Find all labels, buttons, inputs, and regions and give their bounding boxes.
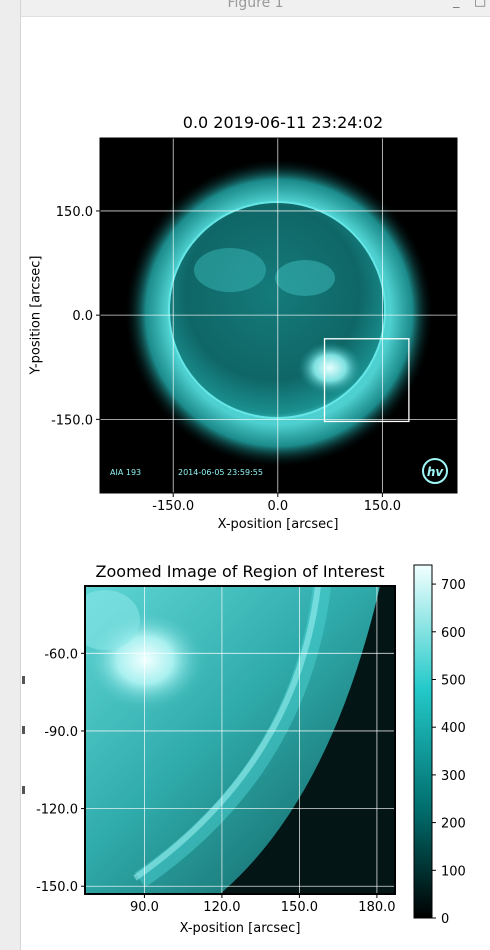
roi-box [323,338,410,423]
zoom-plot-ylabel-fragment [22,786,25,794]
bright-patch [194,248,266,292]
zoom-xtick-label: 120.0 [203,900,240,915]
zoom-plot-grid [85,586,395,894]
zoom-ytick-label: -120.0 [36,803,78,818]
colorbar-tick-label: 400 [441,721,466,736]
limb-edge [133,586,321,881]
zoom-plot-frame [84,585,396,895]
minimize-button[interactable]: _ [453,0,460,9]
bright-loop [85,590,140,650]
zoom-plot-ylabel-fragment [22,726,25,734]
logo-text: hv [427,465,445,479]
zoom-ytick-label: -60.0 [44,647,78,662]
limb-brightening [134,586,331,888]
main-xtick-label: 0.0 [267,499,288,514]
zoom-xtick-label: 150.0 [281,900,318,915]
maximize-button[interactable]: □ [474,0,487,9]
zoom-plot-ticks: 90.0 120.0 150.0 180.0 -60.0 -90.0 -120.0 -150.… [36,647,395,915]
zoom-xtick-label: 180.0 [358,900,395,915]
main-plot-ticks: -150.0 0.0 150.0 150.0 0.0 -150.0 [51,205,401,514]
colorbar-tick-label: 700 [441,578,466,593]
bright-patch [275,260,335,296]
zoom-ytick-label: -90.0 [44,725,78,740]
colorbar-tick-label: 600 [441,626,466,641]
main-ytick-label: 0.0 [72,309,93,324]
colorbar-tick-label: 300 [441,769,466,784]
colorbar [413,564,433,919]
zoom-xtick-label: 90.0 [130,900,159,915]
zoom-plot-title: Zoomed Image of Region of Interest [95,562,385,581]
colorbar-ticks: 0 100 200 300 400 500 600 700 [432,578,466,927]
main-ytick-label: -150.0 [51,413,93,428]
colorbar-tick-label: 500 [441,673,466,688]
main-plot-title: 0.0 2019-06-11 23:24:02 [182,113,384,132]
colorbar-tick-label: 200 [441,817,466,832]
helioviewer-logo-icon [422,458,448,484]
off-limb-region [220,586,395,894]
window-left-edge [0,0,21,950]
active-region [298,342,362,394]
colorbar-tick-label: 100 [441,864,466,879]
main-plot-grid [100,138,457,493]
main-xtick-label: -150.0 [152,499,194,514]
zoom-ytick-label: -150.0 [36,880,78,895]
main-xtick-label: 150.0 [364,499,401,514]
zoom-plot-ylabel-fragment [22,676,25,684]
main-ytick-label: 150.0 [56,205,93,220]
instrument-label: AIA 193 [110,468,141,477]
observation-date: 2014-06-05 23:59:55 [178,468,263,477]
zoom-image-panel [85,586,395,894]
window-title: Figure 1 [227,0,284,11]
window-titlebar: Figure 1 _ □ [21,0,490,17]
zoom-plot-xlabel: X-position [arcsec] [179,921,301,936]
main-plot-xlabel: X-position [arcsec] [217,517,339,532]
colorbar-tick-label: 0 [441,912,449,927]
